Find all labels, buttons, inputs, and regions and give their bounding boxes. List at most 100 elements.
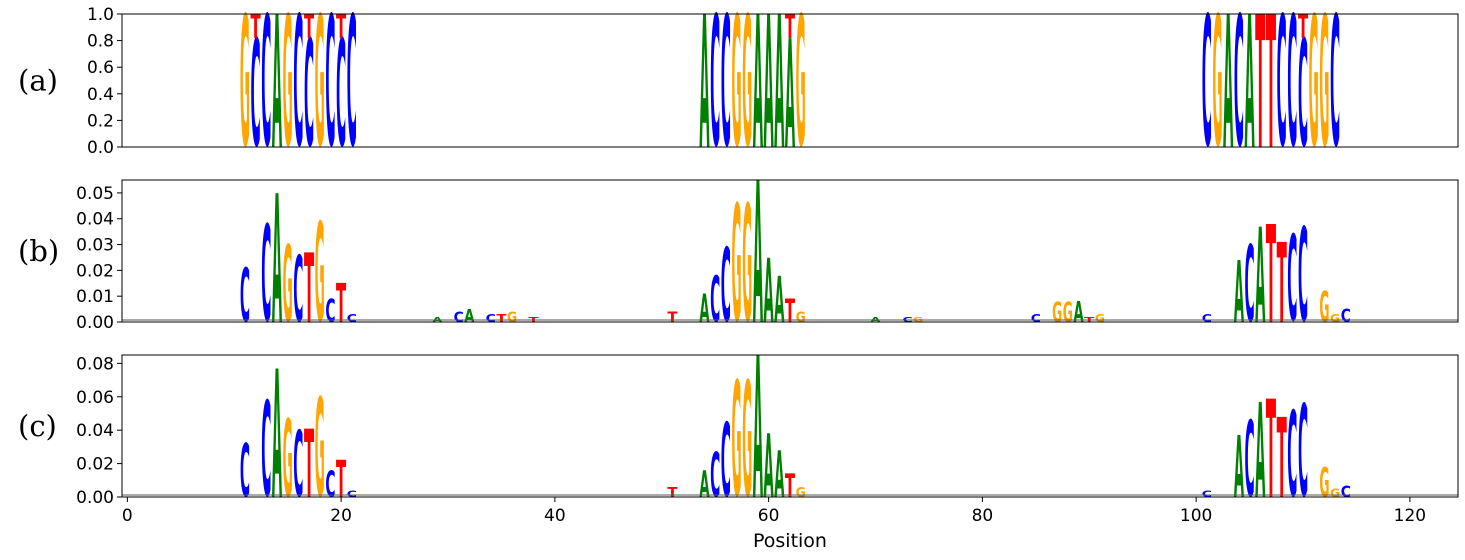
y-tick-label: 0.00 <box>76 488 114 508</box>
y-tick-label: 0.03 <box>76 236 114 256</box>
logo-letter-a: A <box>272 335 282 539</box>
x-axis-title: Position <box>753 530 827 552</box>
logo-letter-g: G <box>796 485 806 501</box>
logo-letter-c: C <box>454 310 464 326</box>
logo-panel-a: (a) G CT C A G C CT G C CT C A C C G G A A A AT G C G A C A T T C C CT G… <box>18 0 1459 191</box>
logo-letter-c: C <box>293 238 303 343</box>
logo-letter-t: T <box>785 293 795 330</box>
logo-letter-a: A <box>1245 0 1255 191</box>
logo-letter-a: A <box>764 416 774 518</box>
logo-letter-a: A <box>699 286 709 332</box>
y-tick-label: 0.04 <box>76 210 114 230</box>
logo-letter-c: C <box>1341 483 1351 501</box>
logo-letter-c: C <box>1287 0 1297 187</box>
logo-letter-t: T <box>336 8 347 47</box>
logo-letter-t: T <box>336 274 346 335</box>
logo-letter-t: T <box>1277 221 1287 349</box>
logo-letter-g: G <box>283 397 293 521</box>
logo-letter-t: T <box>336 451 346 509</box>
logo-letter-a: A <box>753 141 763 368</box>
y-tick-label: 0.00 <box>76 313 114 333</box>
logo-letter-g: G <box>742 351 752 533</box>
logo-letter-c: C <box>261 199 271 352</box>
logo-letter-t: T <box>1266 372 1276 529</box>
logo-letter-g: G <box>742 0 752 187</box>
logo-letter-c: C <box>710 263 720 336</box>
logo-letter-g: G <box>240 0 250 187</box>
x-tick-label: 0 <box>122 506 133 526</box>
y-tick-label: 0.08 <box>76 354 114 374</box>
logo-letter-g: G <box>796 0 806 187</box>
logo-letter-c: C <box>1234 0 1244 187</box>
logo-letter-c: C <box>721 402 731 520</box>
logo-letter-c: C <box>1298 380 1308 526</box>
logo-letter-c: C <box>325 0 335 187</box>
y-tick-label: 0.02 <box>76 455 114 475</box>
logo-letter-c: C <box>325 293 335 329</box>
logo-letter-g: G <box>1095 312 1105 325</box>
logo-letter-c: C <box>347 0 357 187</box>
logo-letters: G CT C A G C CT G C CT C A C C G G A A A AT G C G A C A T T C C CT G G C <box>240 0 1340 191</box>
logo-letter-c: C <box>304 8 314 180</box>
logo-letter-a: A <box>785 10 795 183</box>
logo-letter-c: C <box>240 254 250 339</box>
logo-letter-c: C <box>1298 201 1308 351</box>
x-tick-label: 80 <box>972 506 994 526</box>
y-tick-label: 0.2 <box>87 111 114 131</box>
logo-letter-g: G <box>1330 312 1340 325</box>
logo-letter-a: A <box>774 0 784 191</box>
logo-letter-c: C <box>1287 211 1297 349</box>
logo-panel-b: (b)C C A G C T G C T C A C A C T G T T A C C G G A A A T G A C G C G G A T G… <box>18 141 1459 369</box>
logo-letter-c: C <box>1277 0 1287 187</box>
logo-letter-t: T <box>304 235 314 345</box>
logo-letter-c: C <box>251 8 261 180</box>
logo-letter-g: G <box>283 0 293 187</box>
logo-letter-t: T <box>1298 8 1309 47</box>
x-tick-label: 120 <box>1394 506 1426 526</box>
y-tick-label: 0.6 <box>87 58 114 78</box>
logo-letter-c: C <box>1298 8 1308 180</box>
y-tick-label: 1.0 <box>87 5 114 25</box>
logo-letter-a: A <box>764 0 774 191</box>
logo-letter-c: C <box>336 8 346 180</box>
logo-letter-a: A <box>1234 245 1244 343</box>
logo-letter-t: T <box>1266 0 1276 191</box>
y-tick-label: 0.4 <box>87 85 114 105</box>
logo-letter-t: T <box>785 8 796 47</box>
logo-letter-c: C <box>1245 402 1255 521</box>
logo-letter-c: C <box>1202 312 1212 324</box>
logo-letter-c: C <box>1341 305 1351 326</box>
axes-frame <box>121 179 1459 323</box>
panel-label: (a) <box>18 64 58 98</box>
logo-letter-g: G <box>731 351 741 533</box>
logo-letter-g: G <box>731 172 741 358</box>
logo-letter-c: C <box>1245 225 1255 346</box>
logo-letter-g: G <box>1319 0 1329 187</box>
y-tick-label: 0.06 <box>76 388 114 408</box>
y-tick-label: 0.05 <box>76 184 114 204</box>
logo-letter-c: C <box>293 413 303 518</box>
logo-letter-t: T <box>1255 0 1265 191</box>
logo-letter-c: C <box>1202 0 1212 187</box>
logo-letter-a: A <box>272 158 282 364</box>
y-tick-label: 0.0 <box>87 138 114 158</box>
logo-letter-c: C <box>486 312 496 324</box>
y-tick-label: 0.04 <box>76 421 114 441</box>
logo-letter-g: G <box>283 225 293 346</box>
logo-letter-g: G <box>1330 486 1340 499</box>
logo-letter-g: G <box>315 370 325 528</box>
x-tick-label: 60 <box>758 506 780 526</box>
x-tick-label: 100 <box>1180 506 1212 526</box>
y-tick-label: 0.01 <box>76 287 114 307</box>
logo-letter-g: G <box>731 0 741 187</box>
logo-letter-a: A <box>1073 298 1083 330</box>
logo-letter-g: G <box>315 195 325 353</box>
logo-letter-a: A <box>774 437 784 512</box>
x-tick-label: 40 <box>544 506 566 526</box>
logo-letter-t: T <box>667 310 677 326</box>
logo-letter-a: A <box>1255 201 1265 353</box>
logo-letter-g: G <box>1063 297 1073 329</box>
logo-letter-g: G <box>1319 460 1329 507</box>
